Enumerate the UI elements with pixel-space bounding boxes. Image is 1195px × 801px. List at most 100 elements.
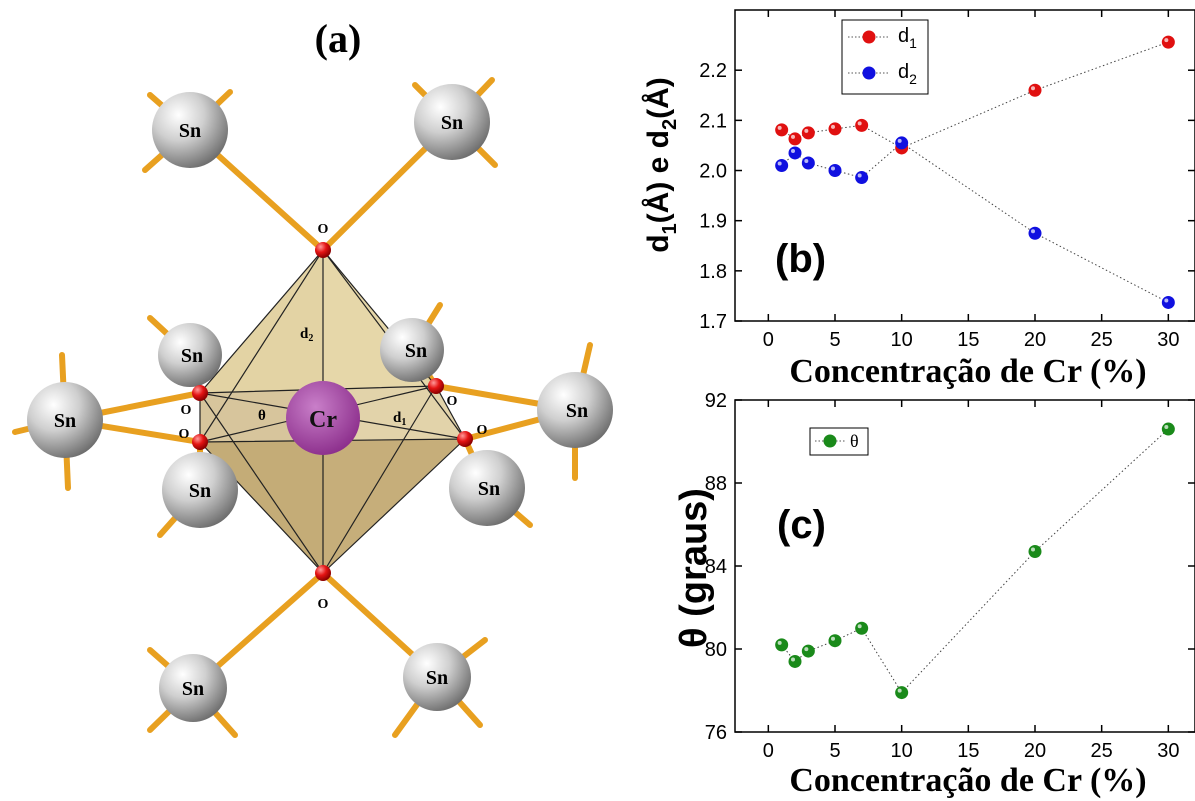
x-tick-label: 30 [1157,740,1179,762]
data-point-highlight [1031,229,1035,234]
d1-label: d1 [393,410,406,428]
data-point [801,126,815,140]
x-tick-label: 20 [1024,329,1046,351]
svg-text:Sn: Sn [426,667,448,689]
d2-label: d2 [300,326,313,344]
data-point [828,634,842,648]
data-point [801,156,815,170]
x-tick-label: 15 [957,329,979,351]
plot-frame-b [734,9,1195,322]
cr-atom: Cr [286,381,360,455]
y-tick-label: 2.1 [699,110,727,132]
y-tick-label: 1.9 [699,211,727,233]
svg-text:Sn: Sn [441,112,463,134]
x-tick-label: 5 [829,740,840,762]
svg-text:O: O [179,427,190,442]
y-tick-label: 2.0 [699,161,727,183]
x-axis-c: 0 5 10 15 20 25 30 [763,400,1179,762]
data-point [1028,544,1042,558]
svg-text:Cr: Cr [309,407,337,433]
data-point-highlight [831,166,835,171]
data-point-highlight [1164,298,1169,303]
svg-text:O: O [477,423,488,438]
data-point [1028,83,1042,97]
panel-c-label: (c) [777,503,826,547]
x-tick-label: 5 [829,329,840,351]
data-point-highlight [897,138,902,143]
data-point [1161,422,1175,436]
data-point-highlight [804,128,809,133]
data-point-highlight [791,657,795,662]
sn-atom: Sn [537,372,613,448]
data-point [895,686,909,700]
svg-text:O: O [181,403,192,418]
data-point [855,621,869,635]
series-line-0 [781,428,1169,694]
data-point [775,123,789,137]
y-axis-b: 1.7 1.8 1.9 2.0 2.1 2.2 [699,60,1195,333]
y-tick-label: 88 [705,473,727,495]
data-point [801,644,815,658]
data-point-highlight [791,148,795,153]
svg-text:Sn: Sn [54,410,76,432]
y-tick-label: 92 [705,390,727,412]
data-point-highlight [804,647,809,652]
data-point [895,136,909,150]
y-axis-c: 76 80 84 88 92 [705,390,1195,744]
svg-text:Sn: Sn [179,120,201,142]
x-tick-label: 25 [1091,329,1113,351]
legend-marker-d2 [862,66,876,80]
sn-atom: Sn [152,92,228,168]
x-tick-label: 10 [891,329,913,351]
tin-atoms: Sn Sn Sn Sn Sn Sn Sn Sn Sn Sn [27,84,613,722]
data-point [788,132,802,146]
x-tick-label: 30 [1157,329,1179,351]
data-point-highlight [777,640,782,645]
x-axis-b: 0 5 10 15 20 25 30 [763,10,1179,351]
crystal-structure-panel: (a) [12,16,613,738]
data-point-highlight [857,121,862,126]
x-tick-label: 0 [763,740,774,762]
data-point-highlight [1164,425,1169,430]
chart-b: 1.7 1.8 1.9 2.0 2.1 2.2 0 5 10 15 20 25 30 d1 d2 (b… [642,9,1195,390]
oxygen-atoms: O O O O O O [179,222,488,612]
sn-atom: Sn [403,643,471,711]
svg-text:Sn: Sn [182,678,204,700]
panel-b-label: (b) [775,237,826,281]
bond-labels: d2 d1 θ [258,326,406,428]
svg-text:Sn: Sn [478,478,500,500]
svg-text:Sn: Sn [189,480,211,502]
data-point [788,654,802,668]
data-point-highlight [857,173,862,178]
data-point-highlight [857,624,862,629]
svg-text:O: O [318,222,329,237]
legend-c: θ [809,427,869,456]
data-point-highlight [777,125,782,130]
sn-atom: Sn [414,84,490,160]
x-tick-label: 20 [1024,740,1046,762]
x-tick-label: 0 [763,329,774,351]
series-lines-c [781,428,1169,694]
plot-frame-c [734,399,1195,733]
data-point [828,122,842,136]
data-point [855,118,869,132]
sn-atom: Sn [27,382,103,458]
x-tick-label: 10 [891,740,913,762]
data-point [1028,226,1042,240]
sn-atom: Sn [158,323,222,387]
legend-label-d2: d2 [898,61,917,87]
data-point [775,638,789,652]
panel-a-label: (a) [315,16,362,61]
legend-label-theta: θ [850,431,859,451]
y-axis-label-b: d1(Å) e d2(Å) [642,77,681,253]
series-points-b [775,35,1175,309]
data-point-highlight [777,161,782,166]
legend-marker-d1 [862,30,876,44]
x-tick-label: 15 [957,740,979,762]
series-points-c [775,422,1175,700]
x-tick-label: 25 [1091,740,1113,762]
svg-text:Sn: Sn [181,345,203,367]
data-point-highlight [804,158,809,163]
